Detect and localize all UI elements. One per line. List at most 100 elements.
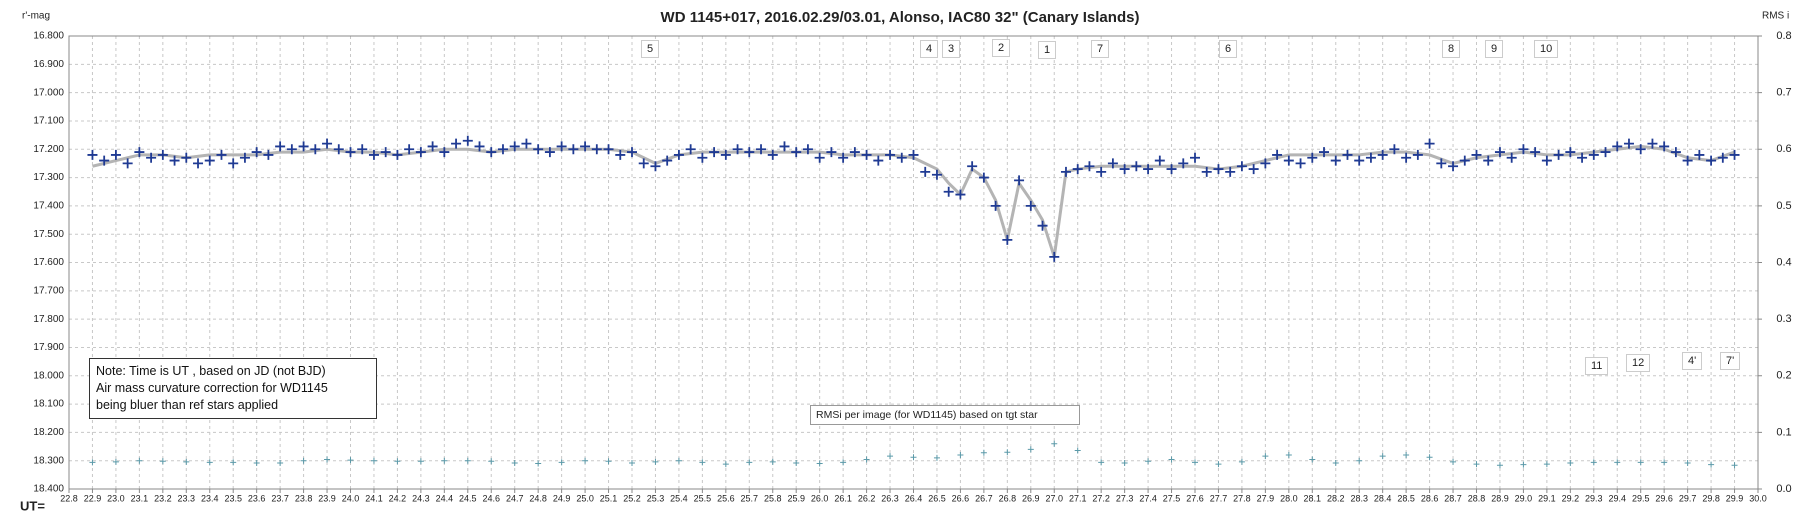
data-point <box>1530 147 1541 158</box>
rms-point <box>910 454 917 461</box>
rms-point <box>324 456 331 463</box>
x-tick-label: 28.2 <box>1327 493 1345 503</box>
x-tick-label: 23.1 <box>131 493 149 503</box>
rms-point <box>1590 459 1597 466</box>
x-tick-label: 29.4 <box>1608 493 1626 503</box>
data-point <box>544 147 555 158</box>
rms-point <box>183 458 190 465</box>
data-point <box>1354 155 1365 166</box>
data-point <box>298 141 309 152</box>
data-point <box>216 149 227 160</box>
x-tick-label: 23.7 <box>271 493 289 503</box>
y2-tick-label: 0.2 <box>1776 370 1791 382</box>
data-point <box>1330 155 1341 166</box>
rms-point <box>1403 452 1410 459</box>
x-tick-label: 24.6 <box>482 493 500 503</box>
x-tick-label: 27.7 <box>1210 493 1228 503</box>
rms-point <box>1262 453 1269 460</box>
x-tick-label: 29.1 <box>1538 493 1556 503</box>
x-tick-label: 26.2 <box>858 493 876 503</box>
data-point <box>802 144 813 155</box>
x-tick-label: 24.4 <box>436 493 454 503</box>
data-point <box>1717 152 1728 163</box>
data-point <box>1600 147 1611 158</box>
rms-point <box>769 458 776 465</box>
event-label: 11 <box>1585 357 1609 375</box>
x-tick-label: 26.6 <box>952 493 970 503</box>
x-tick-label: 28.0 <box>1280 493 1298 503</box>
y2-tick-label: 0.7 <box>1776 87 1791 99</box>
x-tick-label: 24.5 <box>459 493 477 503</box>
data-point <box>908 149 919 160</box>
data-point <box>990 200 1001 211</box>
rms-point <box>1238 458 1245 465</box>
data-point <box>275 141 286 152</box>
data-point <box>1541 155 1552 166</box>
x-tick-label: 27.5 <box>1163 493 1181 503</box>
x-tick-label: 25.9 <box>787 493 805 503</box>
y-tick-label: 17.000 <box>33 87 64 98</box>
data-point <box>228 158 239 169</box>
data-point <box>1577 152 1588 163</box>
data-point <box>1506 152 1517 163</box>
rms-point <box>347 457 354 464</box>
data-point <box>1483 155 1494 166</box>
rms-point <box>980 449 987 456</box>
y-tick-label: 18.000 <box>33 370 64 381</box>
rms-point <box>1098 459 1105 466</box>
rms-point <box>1074 447 1081 454</box>
data-point <box>533 144 544 155</box>
rms-point <box>112 458 119 465</box>
rms-point <box>1356 457 1363 464</box>
data-point <box>1283 155 1294 166</box>
x-tick-label: 29.2 <box>1562 493 1580 503</box>
rms-point <box>89 459 96 466</box>
x-tick-label: 23.3 <box>178 493 196 503</box>
data-point <box>451 138 462 149</box>
data-point <box>1049 251 1060 262</box>
data-point <box>767 149 778 160</box>
note-line: being bluer than ref stars applied <box>96 398 279 412</box>
data-point <box>1319 147 1330 158</box>
rms-point <box>1567 459 1574 466</box>
data-point <box>1682 155 1693 166</box>
event-label: 5 <box>641 40 660 58</box>
y-tick-label: 18.300 <box>33 455 64 466</box>
rms-point <box>746 459 753 466</box>
data-point <box>345 147 356 158</box>
rms-point <box>605 458 612 465</box>
data-point <box>415 147 426 158</box>
y-tick-label: 17.300 <box>33 172 64 183</box>
y2-tick-label: 0.8 <box>1776 30 1791 42</box>
data-point <box>603 144 614 155</box>
data-point <box>322 138 333 149</box>
x-tick-label: 27.6 <box>1186 493 1204 503</box>
y-tick-label: 17.700 <box>33 285 64 296</box>
x-axis-label: UT= <box>20 498 45 513</box>
x-tick-label: 28.8 <box>1468 493 1486 503</box>
x-tick-label: 26.7 <box>975 493 993 503</box>
data-point <box>157 149 168 160</box>
plot-frame <box>68 35 1759 490</box>
x-tick-label: 23.4 <box>201 493 219 503</box>
data-point <box>744 147 755 158</box>
data-point <box>1236 161 1247 172</box>
data-point <box>427 141 438 152</box>
x-tick-label: 26.1 <box>834 493 852 503</box>
data-point <box>1096 166 1107 177</box>
data-point <box>1072 164 1083 175</box>
rms-point <box>206 459 213 466</box>
data-point <box>1518 144 1529 155</box>
rms-point <box>511 459 518 466</box>
rms-point <box>464 457 471 464</box>
x-tick-label: 28.7 <box>1444 493 1462 503</box>
x-tick-label: 25.6 <box>717 493 735 503</box>
rms-point <box>1473 461 1480 468</box>
data-point <box>591 144 602 155</box>
data-point <box>1459 155 1470 166</box>
data-point <box>333 144 344 155</box>
data-point <box>474 141 485 152</box>
y-tick-label: 17.200 <box>33 144 64 155</box>
data-point <box>1694 149 1705 160</box>
rms-point <box>722 461 729 468</box>
